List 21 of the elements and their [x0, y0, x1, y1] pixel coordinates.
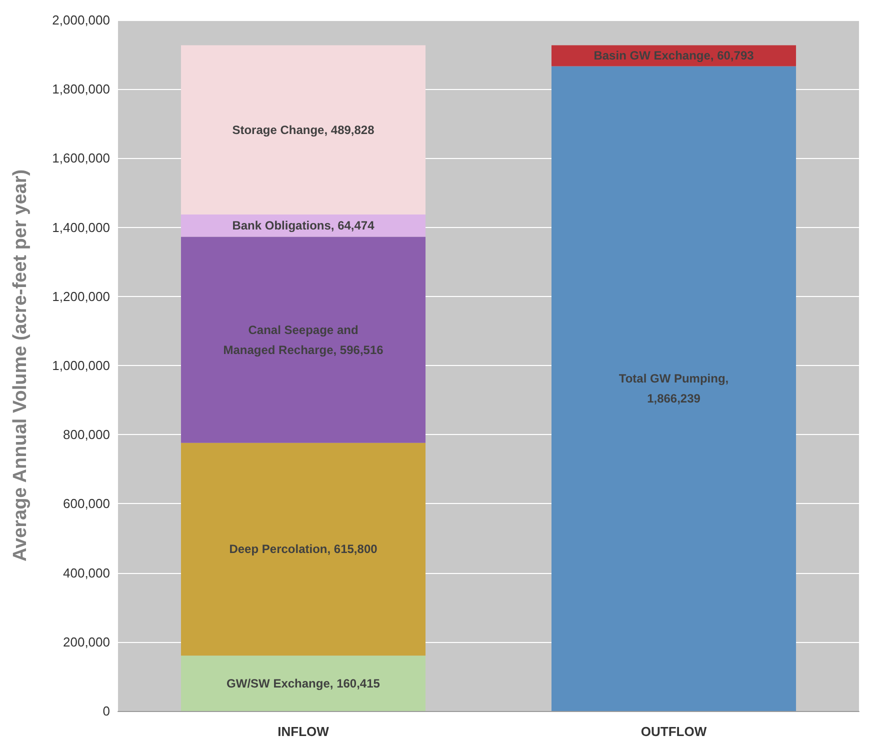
- data-label: Basin GW Exchange, 60,793: [594, 48, 754, 63]
- y-tick-label: 1,000,000: [52, 358, 110, 373]
- y-tick-label: 0: [102, 704, 110, 718]
- data-label: Canal Seepage and Managed Recharge, 596,516: [223, 322, 384, 357]
- y-tick-label: 400,000: [63, 565, 110, 580]
- data-label: Total GW Pumping, 1,866,239: [618, 372, 729, 406]
- y-tick-label: 2,000,000: [52, 12, 110, 28]
- y-tick-label: 200,000: [63, 634, 110, 650]
- y-tick-label: 600,000: [63, 496, 110, 512]
- x-tick-label: INFLOW: [278, 724, 330, 739]
- y-tick-label: 1,600,000: [52, 150, 110, 166]
- data-label: Deep Percolation, 615,800: [229, 542, 378, 556]
- y-tick-label: 1,200,000: [52, 288, 110, 304]
- y-tick-label: 1,400,000: [52, 220, 110, 235]
- y-tick-label: 1,800,000: [52, 82, 110, 97]
- data-label: Bank Obligations, 64,474: [232, 218, 375, 233]
- data-label: Storage Change, 489,828: [232, 122, 375, 137]
- x-tick-label: OUTFLOW: [640, 724, 708, 739]
- y-tick-label: 800,000: [63, 427, 110, 442]
- data-label: GW/SW Exchange, 160,415: [226, 676, 380, 690]
- y-axis-title: Average Annual Volume (acre-feet per year): [10, 169, 31, 562]
